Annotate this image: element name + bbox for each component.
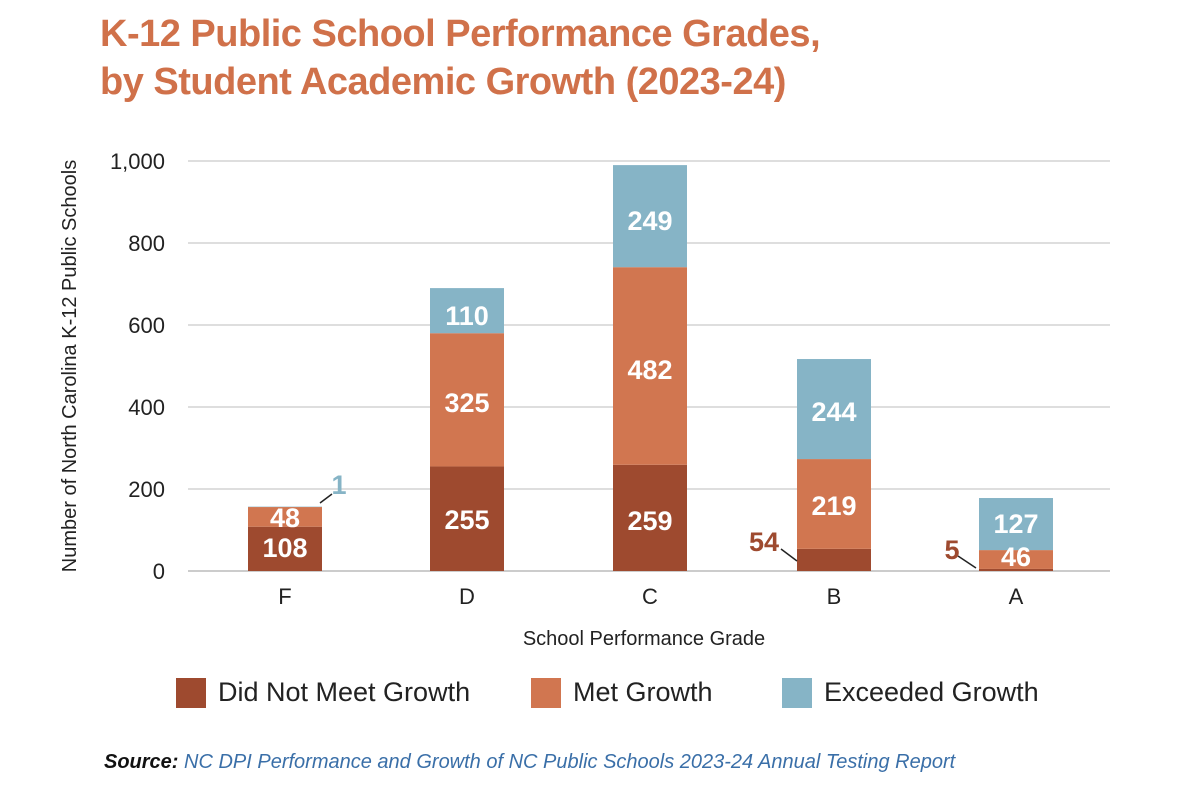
data-label: 325 <box>444 388 489 418</box>
source-link[interactable]: NC DPI Performance and Growth of NC Publ… <box>184 751 956 773</box>
bar-segment <box>613 267 687 465</box>
legend-label-did-not-meet: Did Not Meet Growth <box>218 677 471 707</box>
data-label: 108 <box>262 533 307 563</box>
legend-label-met: Met Growth <box>573 677 713 707</box>
bar-segment <box>979 498 1053 551</box>
data-label: 127 <box>993 509 1038 539</box>
stacked-bar-chart: 0 200 400 600 800 1,000 Number of North Caroli… <box>59 149 1110 650</box>
bar-segment <box>979 550 1053 569</box>
y-tick-label: 400 <box>128 395 165 420</box>
legend-item-did-not-meet: Did Not Meet Growth <box>176 677 470 708</box>
data-label: 259 <box>627 506 672 536</box>
y-tick-label: 1,000 <box>110 149 165 174</box>
bar-segment <box>430 333 504 467</box>
data-label: 482 <box>627 355 672 385</box>
source-note: Source: NC DPI Performance and Growth of… <box>104 751 955 774</box>
bar-segment <box>613 165 687 268</box>
chart-title: K-12 Public School Performance Grades, b… <box>100 10 821 106</box>
legend-swatch-met <box>531 677 561 708</box>
data-label: 1 <box>331 470 346 500</box>
bar-segment <box>979 568 1053 571</box>
legend-item-exceeded: Exceeded Growth <box>782 677 1039 708</box>
data-label: 48 <box>270 503 300 533</box>
legend-swatch-did-not-meet <box>176 677 206 708</box>
leader-line <box>957 555 977 569</box>
x-tick-label: A <box>1009 584 1024 609</box>
bar-segment <box>248 526 322 571</box>
bar-segment <box>797 548 871 571</box>
data-label: 255 <box>444 505 489 535</box>
legend-label-exceeded: Exceeded Growth <box>824 677 1039 707</box>
data-label: 219 <box>811 491 856 521</box>
y-tick-label: 200 <box>128 477 165 502</box>
title-line-1: K-12 Public School Performance Grades, <box>100 13 821 55</box>
bar-segment <box>430 288 504 334</box>
x-axis-label: School Performance Grade <box>523 628 765 650</box>
data-label: 249 <box>627 206 672 236</box>
y-axis-label: Number of North Carolina K-12 Public Sch… <box>59 160 81 572</box>
data-label: 46 <box>1001 542 1031 572</box>
data-label: 110 <box>445 301 489 331</box>
data-label: 244 <box>811 397 856 427</box>
leader-line <box>319 493 333 504</box>
bar-segment <box>248 507 322 527</box>
bar-segment <box>797 359 871 460</box>
source-label: Source: <box>104 751 179 773</box>
y-tick-label: 800 <box>128 231 165 256</box>
legend-swatch-exceeded <box>782 677 812 708</box>
bar-segment <box>797 459 871 549</box>
bar-segment <box>430 466 504 571</box>
x-tick-label: C <box>642 584 658 609</box>
x-tick-label: B <box>827 584 842 609</box>
legend: Did Not Meet Growth Met Growth Exceeded … <box>0 677 1200 717</box>
y-tick-label: 0 <box>153 559 165 584</box>
title-line-2: by Student Academic Growth (2023-24) <box>100 61 786 103</box>
x-tick-label: D <box>459 584 475 609</box>
leader-line <box>780 548 798 562</box>
data-label: 54 <box>749 527 779 557</box>
y-tick-label: 600 <box>128 313 165 338</box>
data-label: 5 <box>944 535 959 565</box>
legend-item-met: Met Growth <box>531 677 713 708</box>
x-tick-label: F <box>278 584 291 609</box>
bar-segment <box>613 464 687 571</box>
